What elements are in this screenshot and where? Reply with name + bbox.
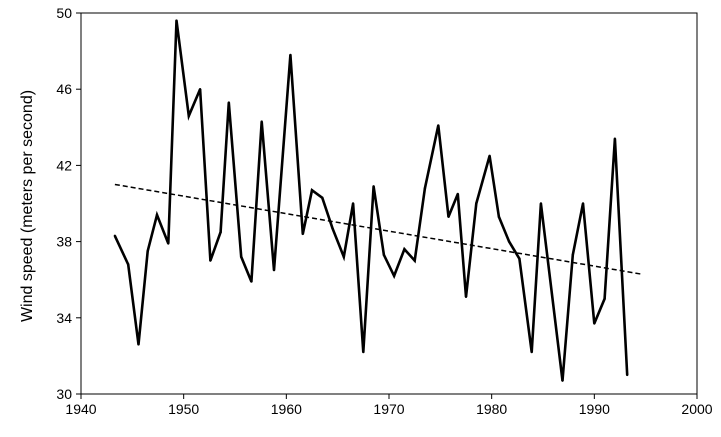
data-point bbox=[127, 263, 130, 266]
y-tick-label: 38 bbox=[56, 234, 72, 250]
y-axis-title: Wind speed (meters per second) bbox=[19, 90, 36, 322]
data-point bbox=[625, 373, 629, 377]
data-point bbox=[497, 215, 501, 219]
data-point bbox=[593, 322, 596, 325]
data-point bbox=[571, 253, 574, 257]
data-point bbox=[310, 188, 314, 192]
data-point bbox=[413, 259, 416, 262]
data-point bbox=[372, 185, 375, 188]
y-axis: 30 34 38 42 46 50 bbox=[56, 5, 81, 402]
y-tick-label: 30 bbox=[56, 386, 72, 402]
x-tick-label: 1980 bbox=[476, 401, 507, 417]
data-point bbox=[342, 255, 346, 259]
x-tick-label: 1950 bbox=[168, 401, 199, 417]
data-point bbox=[209, 259, 212, 262]
data-point bbox=[227, 101, 231, 104]
x-axis: 1940 1950 1960 1970 1980 1990 2000 bbox=[65, 394, 713, 417]
data-point bbox=[464, 295, 468, 299]
y-tick-label: 46 bbox=[56, 81, 72, 97]
data-point bbox=[272, 268, 276, 272]
data-point bbox=[175, 19, 178, 22]
data-point bbox=[488, 154, 491, 158]
data-point bbox=[331, 227, 334, 230]
x-tick-label: 1990 bbox=[579, 401, 610, 417]
data-point bbox=[539, 202, 543, 205]
series-line-wind-speed bbox=[113, 20, 629, 381]
data-point bbox=[603, 297, 606, 300]
data-point bbox=[113, 234, 117, 238]
data-point bbox=[260, 120, 263, 123]
y-tick-label: 50 bbox=[56, 5, 72, 21]
data-point bbox=[423, 187, 427, 190]
data-point bbox=[530, 350, 533, 354]
data-point bbox=[198, 88, 202, 91]
data-point bbox=[351, 202, 355, 205]
x-tick-label: 1970 bbox=[373, 401, 404, 417]
data-point bbox=[219, 230, 222, 234]
data-point bbox=[382, 253, 386, 257]
data-point bbox=[187, 114, 190, 118]
data-point bbox=[362, 350, 365, 354]
data-point bbox=[167, 242, 170, 245]
x-tick-label: 2000 bbox=[681, 401, 712, 417]
x-tick-label: 1940 bbox=[65, 401, 96, 417]
data-point bbox=[561, 379, 564, 382]
data-point bbox=[613, 137, 617, 140]
data-point bbox=[239, 255, 243, 259]
y-tick-label: 34 bbox=[56, 310, 72, 326]
y-tick-label: 42 bbox=[56, 157, 72, 173]
data-point bbox=[289, 53, 292, 57]
data-point bbox=[475, 202, 478, 205]
x-tick-label: 1960 bbox=[271, 401, 302, 417]
data-point bbox=[403, 248, 406, 251]
trend-line bbox=[114, 183, 641, 275]
data-point bbox=[301, 232, 304, 236]
data-point bbox=[137, 343, 140, 346]
data-point bbox=[456, 192, 459, 196]
data-point bbox=[437, 124, 440, 127]
data-point bbox=[447, 215, 450, 219]
data-point bbox=[321, 196, 324, 199]
data-point bbox=[581, 202, 585, 205]
data-point bbox=[518, 257, 521, 260]
data-point bbox=[250, 280, 253, 283]
data-point bbox=[392, 274, 396, 278]
data-point bbox=[146, 249, 149, 253]
data-points bbox=[113, 19, 629, 382]
data-point bbox=[155, 213, 159, 217]
data-point bbox=[507, 240, 511, 243]
